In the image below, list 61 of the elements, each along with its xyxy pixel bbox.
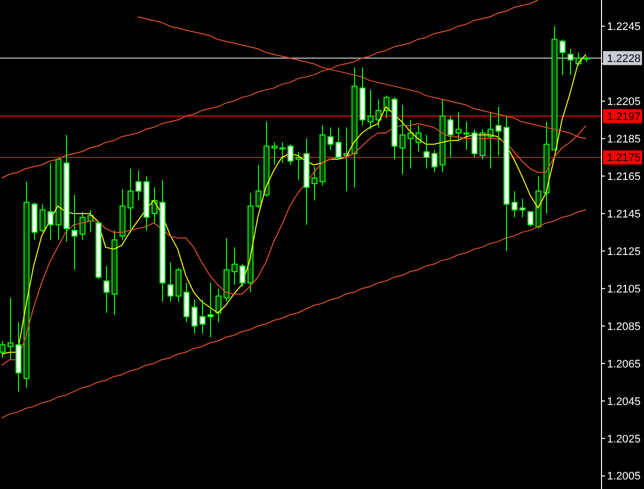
candlestick	[512, 190, 518, 218]
candlestick	[432, 149, 438, 173]
candlestick	[480, 128, 486, 160]
candlestick	[48, 162, 54, 240]
candlestick	[328, 126, 334, 150]
y-tick-label: 1.2085	[607, 320, 641, 333]
candlestick	[168, 262, 174, 302]
candlestick	[136, 170, 142, 201]
candlestick	[208, 282, 214, 338]
candlestick	[472, 128, 478, 158]
y-tick-label: 1.2185	[607, 133, 641, 146]
y-tick-label: 1.2065	[607, 358, 641, 370]
ref-line-label: 1.2228	[607, 52, 641, 65]
ref-line-label: 1.2175	[607, 152, 641, 164]
candlestick	[40, 204, 46, 233]
candlestick	[296, 151, 302, 180]
candlestick	[464, 121, 470, 150]
candlestick	[232, 246, 238, 286]
candlestick	[272, 142, 278, 166]
candlestick	[8, 297, 14, 360]
candlestick	[240, 264, 246, 288]
candlestick	[400, 104, 406, 175]
line-series	[1, 54, 586, 355]
candlestick	[368, 89, 374, 130]
candlestick	[200, 299, 206, 334]
candlestick	[384, 95, 390, 119]
candlestick	[0, 340, 6, 358]
y-tick-label: 1.2045	[607, 396, 641, 408]
candlestick	[448, 116, 454, 158]
ref-line-label: 1.2197	[607, 111, 641, 124]
candlestick	[376, 98, 382, 128]
y-tick-label: 1.2165	[607, 170, 641, 183]
candlestick	[488, 112, 494, 170]
y-tick-label: 1.2145	[607, 208, 641, 220]
candlestick	[424, 134, 430, 170]
line-series	[1, 209, 586, 418]
candlestick	[280, 142, 286, 164]
y-tick-label: 1.2125	[607, 246, 641, 258]
candlestick	[256, 164, 262, 208]
y-tick-label: 1.2105	[607, 283, 641, 296]
y-tick-label: 1.2245	[607, 21, 641, 34]
candlestick	[496, 106, 502, 156]
candlestick	[528, 211, 534, 228]
candlestick	[128, 168, 134, 233]
candlestick	[408, 119, 414, 170]
candlestick	[560, 38, 566, 76]
candlestick	[336, 126, 342, 160]
candlestick	[216, 288, 222, 323]
candlestick	[192, 299, 198, 334]
y-tick-label: 1.2205	[607, 96, 641, 108]
candlestick	[288, 144, 294, 166]
candlestick	[520, 198, 526, 218]
candlestick	[456, 112, 462, 142]
y-tick-label: 1.2025	[607, 433, 641, 446]
candlestick	[568, 48, 574, 76]
candlestick	[416, 125, 422, 152]
candlestick	[104, 266, 110, 314]
candlestick	[72, 194, 78, 270]
candlestick	[80, 211, 86, 240]
y-tick-label: 1.2005	[607, 470, 641, 483]
candlestick	[312, 166, 318, 201]
